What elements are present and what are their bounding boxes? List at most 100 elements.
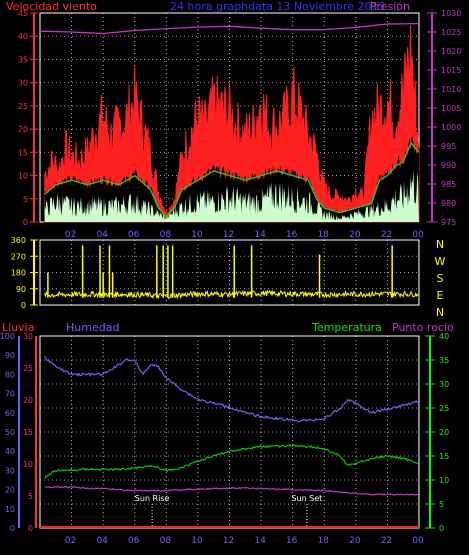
time-tick-label: 16 bbox=[286, 536, 298, 546]
header-title: 24 hora graphdata 13 Noviembre 2013 bbox=[170, 0, 385, 13]
time-tick-label: 16 bbox=[286, 230, 298, 240]
label-temperatura: Temperatura bbox=[311, 321, 382, 334]
direction-axis-tick-label: 360 bbox=[11, 236, 26, 245]
direction-axis-tick-label: 0 bbox=[21, 301, 26, 310]
rain-axis-tick-label: 20 bbox=[5, 486, 15, 495]
time-tick-label: 20 bbox=[349, 536, 361, 546]
temperature-axis-tick-label: 10 bbox=[439, 476, 449, 485]
wind-axis-tick-label: 30 bbox=[18, 79, 28, 88]
temperature-axis-tick-label: 5 bbox=[439, 500, 444, 509]
temperature-line bbox=[44, 443, 420, 479]
label-lluvia: Lluvia bbox=[2, 321, 34, 334]
direction-letter: S bbox=[437, 272, 444, 285]
rain-axis-tick-label: 90 bbox=[5, 351, 15, 360]
temp-axis-tick-label: 10 bbox=[23, 460, 33, 469]
temperature-axis-tick-label: 35 bbox=[439, 356, 449, 365]
time-tick-label: 12 bbox=[223, 536, 234, 546]
time-tick-label: 02 bbox=[65, 536, 76, 546]
time-tick-label: 04 bbox=[96, 536, 108, 546]
time-tick-label: 14 bbox=[254, 536, 266, 546]
temp-axis-tick-label: 15 bbox=[23, 428, 33, 437]
temperature-axis-tick-label: 20 bbox=[439, 428, 449, 437]
time-tick-label: 04 bbox=[96, 230, 108, 240]
rain-axis-tick-label: 30 bbox=[5, 466, 15, 475]
wind-axis-tick-label: 0 bbox=[23, 218, 28, 227]
pressure-axis-tick-label: 1015 bbox=[441, 66, 461, 75]
time-tick-label: 08 bbox=[160, 536, 172, 546]
temp-axis-tick-label: 30 bbox=[23, 332, 33, 341]
wind-average-line bbox=[44, 141, 420, 219]
label-humedad: Humedad bbox=[66, 321, 119, 334]
pressure-axis-tick-label: 980 bbox=[441, 199, 456, 208]
wind-axis-tick-label: 35 bbox=[18, 55, 28, 64]
direction-axis-tick-label: 270 bbox=[11, 252, 26, 261]
wind-axis-tick-label: 5 bbox=[23, 195, 28, 204]
wind-axis-tick-label: 20 bbox=[18, 125, 28, 134]
pressure-axis-tick-label: 1025 bbox=[441, 28, 461, 37]
temp-axis-tick-label: 5 bbox=[28, 492, 33, 501]
wind-speed-area bbox=[44, 170, 419, 222]
rain-axis-tick-label: 70 bbox=[5, 390, 15, 399]
grid-lines bbox=[40, 12, 420, 529]
temperature-axis-tick-label: 15 bbox=[439, 452, 449, 461]
direction-letter: W bbox=[435, 255, 446, 268]
pressure-axis-tick-label: 985 bbox=[441, 180, 456, 189]
time-tick-label: 20 bbox=[349, 230, 361, 240]
temp-axis-tick-label: 20 bbox=[23, 396, 33, 405]
temperature-axis-tick-label: 25 bbox=[439, 404, 449, 413]
pressure-axis-tick-label: 1000 bbox=[441, 123, 461, 132]
header-pressure-label: Presión bbox=[370, 0, 410, 13]
rain-axis-tick-label: 50 bbox=[5, 428, 15, 437]
direction-baseline bbox=[44, 289, 419, 300]
time-tick-label: 06 bbox=[128, 230, 140, 240]
rain-axis-tick-label: 80 bbox=[5, 370, 15, 379]
direction-letter: E bbox=[437, 289, 444, 302]
direction-letter: N bbox=[436, 238, 444, 251]
time-tick-label: 10 bbox=[191, 230, 203, 240]
time-tick-label: 14 bbox=[254, 230, 266, 240]
wind-axis-tick-label: 40 bbox=[18, 32, 28, 41]
time-tick-label: 22 bbox=[381, 230, 392, 240]
direction-axis-tick-label: 180 bbox=[11, 269, 26, 278]
temperature-axis-tick-label: 40 bbox=[439, 332, 449, 341]
humidity-line bbox=[44, 355, 420, 423]
dewpoint-line bbox=[44, 485, 419, 496]
temperature-axis-tick-label: 0 bbox=[439, 524, 444, 533]
rain-axis-tick-label: 10 bbox=[5, 505, 15, 514]
pressure-axis-tick-label: 995 bbox=[441, 142, 456, 151]
temp-axis-tick-label: 25 bbox=[23, 364, 33, 373]
pressure-axis-tick-label: 990 bbox=[441, 161, 456, 170]
time-tick-label: 02 bbox=[65, 230, 76, 240]
chart-series bbox=[39, 22, 420, 528]
wind-axis-tick-label: 45 bbox=[18, 9, 28, 18]
time-tick-label: 18 bbox=[318, 536, 330, 546]
pressure-axis-tick-label: 975 bbox=[441, 218, 456, 227]
label-punto-rocio: Punto rocío bbox=[392, 321, 454, 334]
time-tick-label: 00 bbox=[412, 536, 424, 546]
pressure-line bbox=[39, 22, 420, 35]
time-tick-label: 00 bbox=[412, 230, 424, 240]
direction-axis-tick-label: 90 bbox=[16, 285, 26, 294]
pressure-axis-tick-label: 1020 bbox=[441, 47, 461, 56]
wind-axis-tick-label: 25 bbox=[18, 102, 28, 111]
rain-axis-tick-label: 100 bbox=[0, 332, 15, 341]
rain-axis-tick-label: 0 bbox=[10, 524, 15, 533]
time-tick-label: 08 bbox=[160, 230, 172, 240]
time-tick-label: 12 bbox=[223, 230, 234, 240]
direction-letter: N bbox=[436, 306, 444, 319]
time-tick-label: 06 bbox=[128, 536, 140, 546]
header-wind-label: Velocidad viento bbox=[6, 0, 97, 13]
pressure-axis-tick-label: 1010 bbox=[441, 85, 461, 94]
time-tick-label: 18 bbox=[318, 230, 330, 240]
wind-inner-area bbox=[44, 136, 419, 222]
time-tick-label: 22 bbox=[381, 536, 392, 546]
temp-axis-tick-label: 0 bbox=[28, 524, 33, 533]
wind-axis-tick-label: 10 bbox=[18, 172, 28, 181]
pressure-axis-tick-label: 1005 bbox=[441, 104, 461, 113]
wind-gust-area bbox=[44, 25, 420, 223]
wind-axis-tick-label: 15 bbox=[18, 148, 28, 157]
rain-axis-tick-label: 40 bbox=[5, 447, 15, 456]
